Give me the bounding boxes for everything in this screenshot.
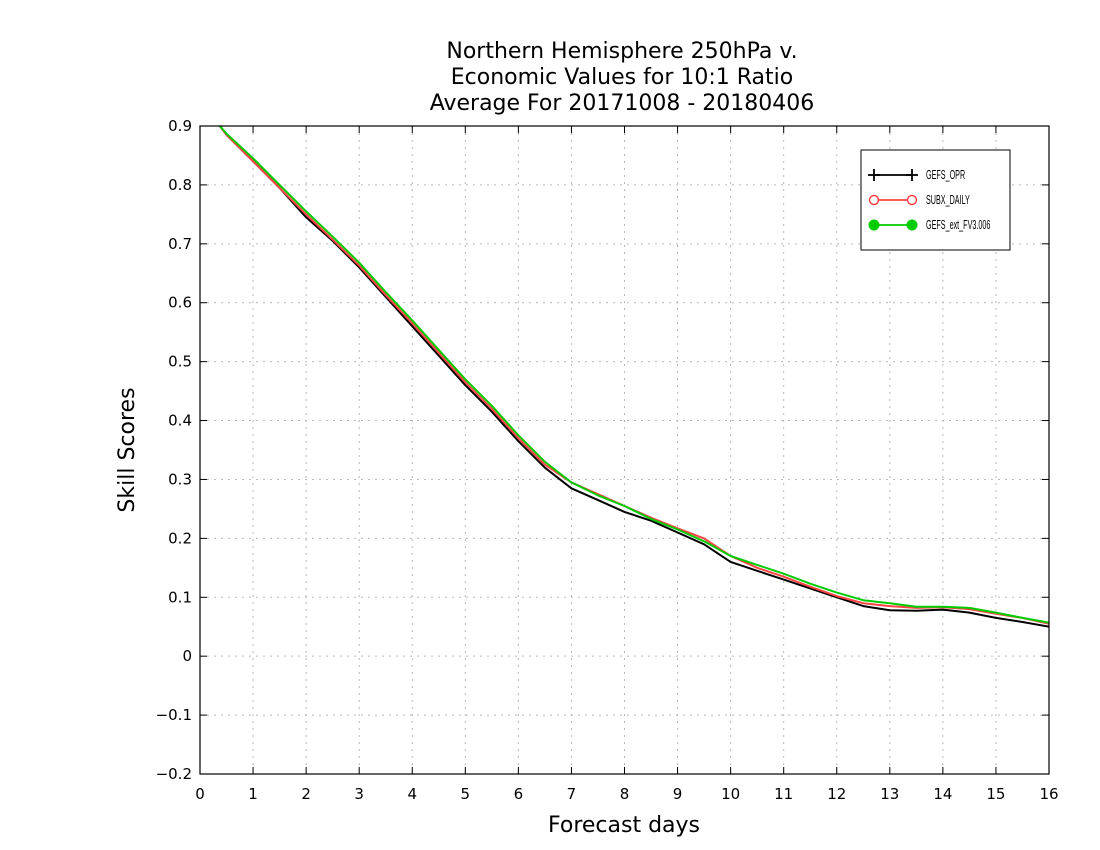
y-tick-label: 0.5 (168, 353, 192, 371)
y-tick-label: 0 (182, 647, 192, 665)
x-tick-label: 0 (195, 785, 205, 803)
x-tick-label: 3 (354, 785, 364, 803)
y-tick-label: 0.3 (168, 470, 192, 488)
legend-marker (868, 194, 880, 206)
x-tick-label: 6 (514, 785, 524, 803)
x-tick-label: 2 (301, 785, 311, 803)
y-tick-label: 0.1 (168, 588, 192, 606)
x-tick-label: 4 (407, 785, 417, 803)
x-tick-label: 10 (721, 785, 740, 803)
x-tick-label: 14 (933, 785, 952, 803)
legend-label: GEFS_OPR (926, 168, 965, 183)
legend-label: GEFS_ext_FV3.006 (926, 218, 990, 233)
y-tick-label: 0.4 (168, 412, 192, 430)
series-line-3 (219, 125, 1050, 624)
x-tick-label: 11 (774, 785, 793, 803)
x-tick-label: 13 (880, 785, 899, 803)
x-tick-label: 16 (1039, 785, 1058, 803)
legend-marker (906, 194, 918, 206)
x-tick-label: 1 (248, 785, 258, 803)
x-tick-label: 15 (986, 785, 1005, 803)
x-tick-label: 12 (827, 785, 846, 803)
plot-frame (199, 125, 1050, 775)
series-lines (219, 125, 1050, 628)
legend-marker (906, 219, 918, 231)
x-axis-title: Forecast days (548, 813, 700, 838)
y-tick-label: 0.2 (168, 529, 192, 547)
y-tick-label: 0.9 (168, 117, 192, 135)
series-line-1 (219, 125, 1050, 628)
chart-title-line-3: Average For 20171008 - 20180406 (430, 91, 815, 116)
y-tick-label: 0.6 (168, 294, 192, 312)
legend-label: SUBX_DAILY (926, 193, 970, 208)
chart-title-line-2: Economic Values for 10:1 Ratio (451, 65, 793, 90)
y-tick-label: −0.2 (156, 765, 192, 783)
y-tick-label: 0.7 (168, 235, 192, 253)
x-tick-label: 5 (461, 785, 471, 803)
legend-marker (868, 219, 880, 231)
legend: GEFS_OPR SUBX_DAILY GEFS_ext_FV3.006 (860, 149, 1011, 251)
x-tick-label: 7 (567, 785, 577, 803)
grid (200, 126, 1049, 774)
chart-title-line-1: Northern Hemisphere 250hPa v. (446, 39, 797, 64)
x-tick-label: 9 (673, 785, 683, 803)
y-tick-label: 0.8 (168, 176, 192, 194)
y-axis-title: Skill Scores (115, 387, 140, 512)
x-tick-label: 8 (620, 785, 630, 803)
axis-ticks: 0 1 2 3 4 5 6 7 8 9 10 11 12 13 14 15 16−0.2−0.100.10.20… (156, 117, 1059, 803)
y-tick-label: −0.1 (156, 706, 192, 724)
